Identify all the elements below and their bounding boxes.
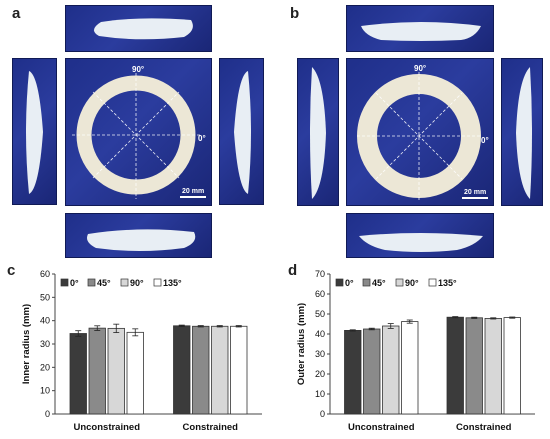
y-tick-label: 60 (315, 289, 325, 299)
bar (230, 325, 248, 415)
y-tick-label: 70 (315, 269, 325, 279)
y-tick-label: 40 (315, 329, 325, 339)
y-tick-label: 60 (40, 269, 50, 279)
y-axis-title: Inner radius (mm) (21, 304, 32, 384)
legend-swatch (60, 278, 69, 287)
bar (484, 318, 502, 415)
y-tick-label: 20 (315, 369, 325, 379)
photo-b-top-view-ring: 90° 0° 20 mm (346, 58, 494, 206)
legend-swatch (87, 278, 96, 287)
photo-a-right-side-view (219, 58, 264, 205)
chart-c-inner-radius: 0 10 20 30 40 50 60 Inner radius (mm) Unconstrai… (0, 262, 275, 434)
legend-label: 45° (97, 278, 111, 288)
bar (88, 327, 106, 415)
legend-swatch (120, 278, 129, 287)
bar (401, 321, 419, 415)
legend-label: 135° (438, 278, 457, 288)
bar (107, 327, 125, 415)
angle-90-label: 90° (414, 64, 426, 73)
photo-b-right-side-view (501, 58, 543, 206)
panel-label-c: c (7, 262, 16, 279)
y-tick-label: 0 (45, 409, 50, 419)
panel-label-a: a (12, 5, 21, 22)
legend-swatch (362, 278, 371, 287)
legend-swatch (395, 278, 404, 287)
photo-a-bottom-side-view (65, 213, 212, 258)
bar (446, 316, 464, 415)
legend-label: 0° (345, 278, 354, 288)
chart-d-outer-radius: 0 10 20 30 40 50 60 70 Outer radius (mm) Unconstr… (280, 262, 550, 434)
photo-a-top-side-view (65, 5, 212, 52)
scale-bar-label: 20 mm (464, 189, 486, 196)
y-tick-label: 10 (40, 386, 50, 396)
x-category-label: Constrained (183, 422, 239, 433)
y-tick-label: 50 (315, 309, 325, 319)
scale-bar-label: 20 mm (182, 188, 204, 195)
legend-label: 45° (372, 278, 386, 288)
angle-90-label: 90° (132, 65, 144, 74)
legend-label: 0° (70, 278, 79, 288)
photo-b-bottom-side-view (346, 213, 494, 258)
bar (465, 317, 483, 415)
y-axis-title: Outer radius (mm) (296, 303, 307, 385)
legend-label: 90° (405, 278, 419, 288)
y-tick-label: 10 (315, 389, 325, 399)
legend-swatch (428, 278, 437, 287)
photo-b-left-side-view (297, 58, 339, 206)
panel-label-b: b (290, 5, 300, 22)
legend-label: 90° (130, 278, 144, 288)
panel-label-d: d (288, 262, 298, 279)
y-tick-label: 30 (315, 349, 325, 359)
angle-0-label: 0° (198, 134, 206, 143)
x-category-label: Unconstrained (348, 422, 415, 433)
legend-swatch (335, 278, 344, 287)
photo-b-top-side-view (346, 5, 494, 52)
angle-0-label: 0° (481, 136, 489, 145)
bar (344, 330, 362, 415)
bar (192, 325, 210, 415)
y-tick-label: 0 (320, 409, 325, 419)
y-tick-label: 50 (40, 292, 50, 302)
y-tick-label: 40 (40, 316, 50, 326)
bar (126, 331, 144, 415)
bar (211, 325, 229, 415)
y-tick-label: 20 (40, 362, 50, 372)
bar (382, 325, 400, 415)
legend-swatch (153, 278, 162, 287)
legend-label: 135° (163, 278, 182, 288)
photo-a-top-view-ring: 90° 0° 20 mm (65, 58, 212, 206)
bar (173, 325, 191, 415)
photo-a-left-side-view (12, 58, 57, 205)
x-category-label: Constrained (456, 422, 512, 433)
bar (69, 333, 87, 415)
bar (503, 317, 521, 415)
bar (363, 328, 381, 415)
x-category-label: Unconstrained (73, 422, 140, 433)
y-tick-label: 30 (40, 339, 50, 349)
